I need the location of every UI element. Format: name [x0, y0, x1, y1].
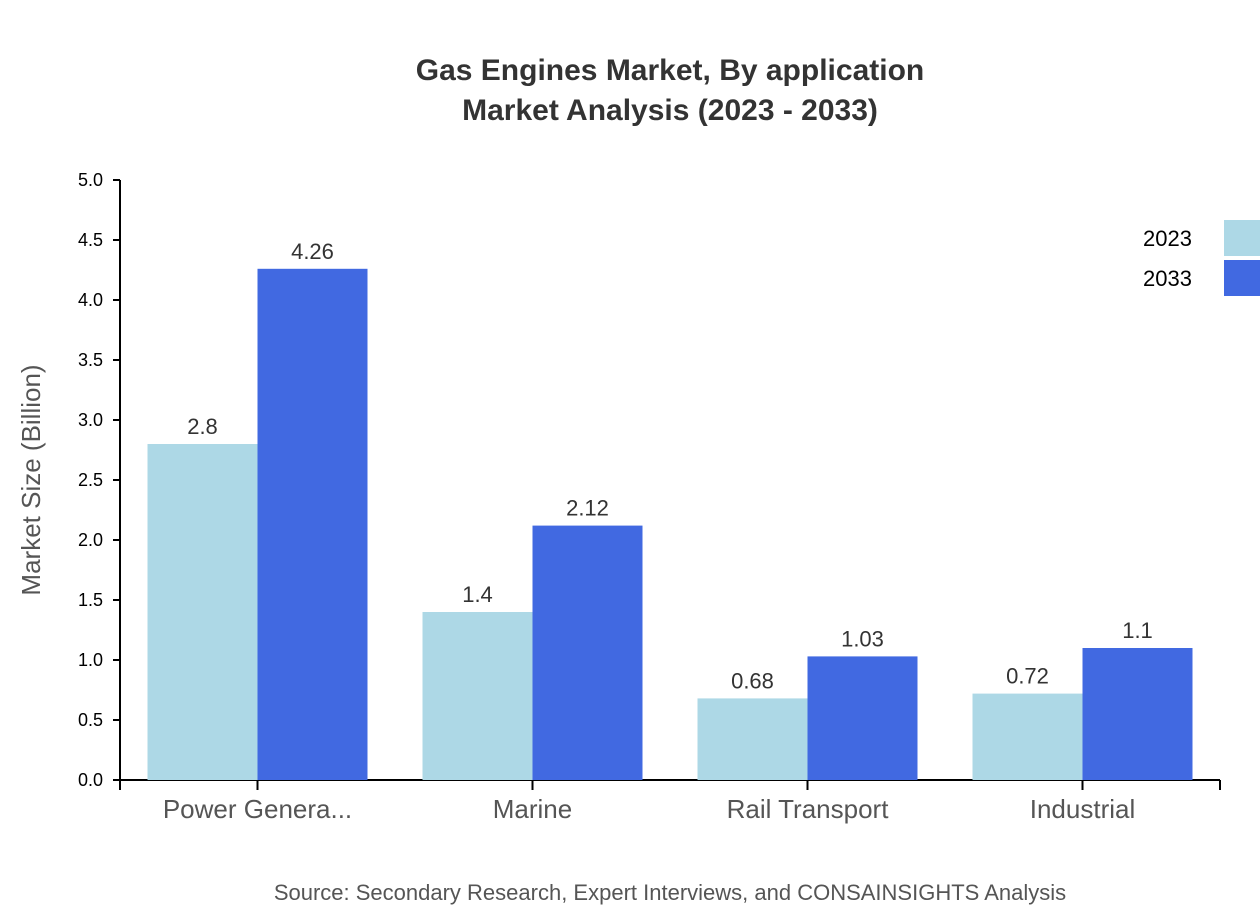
y-tick-label: 0.0 — [78, 770, 103, 790]
x-tick-label: Rail Transport — [727, 794, 890, 824]
y-tick-label: 0.5 — [78, 710, 103, 730]
bar-2033 — [532, 525, 643, 780]
bars — [147, 268, 1193, 780]
source-note: Source: Secondary Research, Expert Inter… — [274, 880, 1066, 905]
x-axis: Power Genera... Marine Rail Transport Indus… — [119, 779, 1221, 824]
data-label: 2.8 — [187, 414, 218, 439]
x-tick-label: Industrial — [1030, 794, 1136, 824]
y-tick-label: 2.0 — [78, 530, 103, 550]
data-labels: 2.8 4.26 1.4 2.12 0.68 1.03 0.72 1.1 — [187, 239, 1153, 694]
legend-label: 2023 — [1143, 226, 1192, 251]
bar-2033 — [807, 656, 918, 780]
data-label: 1.1 — [1122, 618, 1153, 643]
legend-label: 2033 — [1143, 266, 1192, 291]
y-tick-label: 1.5 — [78, 590, 103, 610]
y-tick-label: 3.0 — [78, 410, 103, 430]
y-tick-label: 4.0 — [78, 290, 103, 310]
x-tick-label: Marine — [493, 794, 572, 824]
y-tick-label: 3.5 — [78, 350, 103, 370]
bar-2023 — [972, 693, 1083, 780]
y-axis: 0.0 0.5 1.0 1.5 2.0 2.5 3.0 3.5 4.0 4.5 5.0 — [78, 170, 121, 790]
data-label: 2.12 — [566, 496, 609, 521]
y-tick-label: 4.5 — [78, 230, 103, 250]
bar-2023 — [697, 698, 808, 780]
chart-title: Gas Engines Market, By application — [416, 54, 924, 87]
y-tick-label: 5.0 — [78, 170, 103, 190]
y-tick-label: 1.0 — [78, 650, 103, 670]
legend: 2023 2033 — [1143, 220, 1260, 296]
legend-swatch — [1224, 260, 1260, 296]
data-label: 1.4 — [462, 582, 493, 607]
bar-2033 — [1082, 648, 1193, 780]
legend-swatch — [1224, 220, 1260, 256]
chart-subtitle: Market Analysis (2023 - 2033) — [462, 94, 878, 127]
data-label: 0.68 — [731, 668, 774, 693]
bar-2033 — [257, 268, 368, 780]
x-tick-label: Power Genera... — [163, 794, 352, 824]
data-label: 1.03 — [841, 626, 884, 651]
data-label: 0.72 — [1006, 664, 1049, 689]
bar-2023 — [422, 612, 533, 780]
bar-2023 — [147, 444, 258, 780]
y-tick-label: 2.5 — [78, 470, 103, 490]
data-label: 4.26 — [291, 239, 334, 264]
y-axis-label: Market Size (Billion) — [16, 364, 46, 595]
